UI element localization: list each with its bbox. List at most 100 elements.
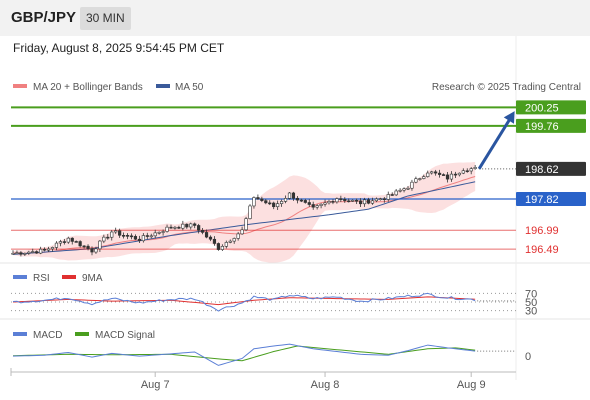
candle bbox=[319, 203, 323, 209]
candle bbox=[343, 197, 347, 203]
bollinger-band bbox=[13, 161, 476, 263]
candle bbox=[189, 222, 193, 230]
candle bbox=[461, 168, 465, 175]
timeframe-badge[interactable]: 30 MIN bbox=[80, 7, 131, 30]
header-bar: GBP/JPY 30 MIN bbox=[0, 0, 590, 36]
level-tag-198.62 bbox=[516, 161, 586, 176]
candle bbox=[252, 196, 256, 209]
macd-signal-legend-label: MACD Signal bbox=[95, 330, 155, 341]
candle bbox=[339, 195, 343, 203]
rsi-ma-line bbox=[12, 296, 476, 306]
candle bbox=[141, 233, 145, 243]
candle bbox=[129, 233, 134, 240]
candle bbox=[422, 174, 426, 180]
macd-legend-label: MACD bbox=[33, 330, 62, 341]
candle bbox=[291, 191, 296, 201]
candle bbox=[216, 242, 221, 251]
candle bbox=[185, 223, 189, 229]
candle bbox=[441, 173, 446, 176]
macd-tick-label: 0 bbox=[525, 351, 531, 363]
candle bbox=[260, 196, 264, 203]
price-chart: 200.25 199.76 198.62 197.82 196.99 196.49 bbox=[11, 100, 586, 263]
candle bbox=[106, 234, 110, 240]
candle bbox=[27, 250, 31, 255]
candle bbox=[224, 240, 228, 249]
level-label-199.76: 199.76 bbox=[525, 121, 559, 133]
ma50-legend-label: MA 50 bbox=[175, 82, 204, 93]
candle bbox=[149, 233, 153, 239]
candle bbox=[248, 204, 252, 220]
candle bbox=[449, 171, 454, 182]
candle bbox=[197, 223, 201, 234]
candle bbox=[58, 239, 62, 247]
macd-signal-line bbox=[12, 345, 476, 362]
level-tag-197.82 bbox=[516, 191, 586, 206]
candle bbox=[133, 234, 138, 241]
candle bbox=[23, 252, 27, 256]
candle bbox=[264, 198, 268, 205]
candle bbox=[465, 168, 469, 173]
level-label-200.25: 200.25 bbox=[525, 102, 559, 114]
candle bbox=[118, 228, 122, 238]
candle bbox=[394, 188, 398, 197]
candle bbox=[457, 172, 461, 177]
candle bbox=[347, 198, 351, 203]
candle bbox=[19, 251, 23, 257]
candle bbox=[201, 227, 205, 235]
candle bbox=[114, 227, 118, 234]
candle bbox=[374, 197, 379, 203]
level-label-196.99: 196.99 bbox=[525, 225, 559, 237]
x-axis-ticks: Aug 7 Aug 8 Aug 9 bbox=[10, 368, 486, 391]
candle bbox=[74, 240, 78, 243]
candle bbox=[153, 229, 157, 239]
candle bbox=[382, 197, 386, 203]
rsi-ma-legend-swatch bbox=[62, 275, 76, 279]
candle bbox=[430, 170, 434, 175]
candle bbox=[370, 197, 375, 205]
candle bbox=[437, 169, 442, 178]
candle bbox=[418, 177, 422, 181]
level-tag-200.25 bbox=[516, 100, 586, 115]
candle bbox=[303, 198, 307, 204]
candle bbox=[220, 244, 224, 252]
rsi-ma-legend-label: 9MA bbox=[82, 273, 103, 284]
instrument-title: GBP/JPY bbox=[11, 9, 77, 26]
candle bbox=[272, 201, 276, 210]
candle bbox=[165, 224, 169, 233]
candle bbox=[98, 239, 102, 252]
candle bbox=[307, 199, 311, 207]
candle bbox=[398, 188, 402, 193]
ma20-legend-label: MA 20 + Bollinger Bands bbox=[33, 82, 143, 93]
candle bbox=[434, 169, 438, 176]
candle bbox=[54, 241, 59, 251]
level-label-198.62: 198.62 bbox=[525, 164, 559, 176]
candle bbox=[173, 225, 177, 230]
candle bbox=[299, 198, 303, 203]
candle bbox=[181, 220, 185, 231]
level-label-197.82: 197.82 bbox=[525, 194, 559, 206]
candle bbox=[331, 199, 335, 205]
candle bbox=[157, 231, 161, 235]
candle bbox=[31, 248, 35, 254]
candle bbox=[240, 226, 244, 235]
forecast-arrow-head bbox=[503, 111, 515, 124]
candle bbox=[414, 176, 418, 184]
candle bbox=[358, 198, 363, 207]
candle bbox=[86, 244, 90, 251]
level-tag-199.76 bbox=[516, 118, 586, 133]
candle bbox=[39, 246, 43, 255]
candle bbox=[204, 229, 209, 239]
timestamp: Friday, August 8, 2025 9:54:45 PM CET bbox=[13, 41, 225, 55]
rsi-tick-label: 30 bbox=[525, 306, 537, 318]
candle bbox=[311, 201, 315, 210]
candle bbox=[193, 222, 197, 229]
macd-legend-swatch bbox=[13, 332, 27, 336]
candle bbox=[279, 199, 284, 207]
candle bbox=[366, 197, 371, 205]
rsi-tick-label: 70 bbox=[525, 288, 537, 300]
candle bbox=[390, 192, 394, 196]
candle bbox=[70, 237, 74, 245]
candle bbox=[469, 167, 473, 175]
forecast-arrow bbox=[477, 115, 513, 170]
